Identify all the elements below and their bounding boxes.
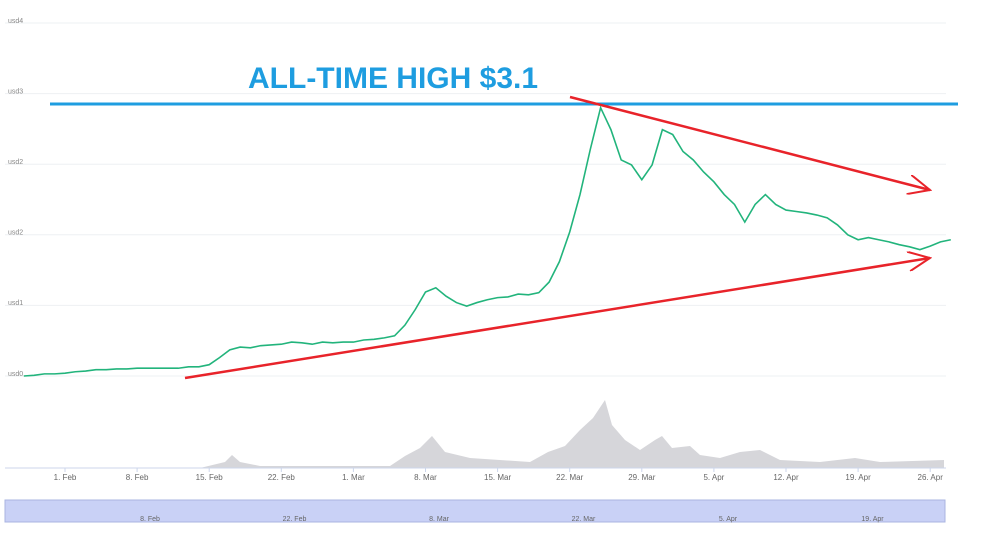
x-tick-label: 19. Apr: [845, 473, 871, 482]
y-tick-label: usd3: [8, 88, 23, 95]
x-tick-label: 8. Mar: [414, 473, 437, 482]
x-tick-label: 1. Feb: [54, 473, 77, 482]
x-tick-label: 26. Apr: [918, 473, 944, 482]
x-tick-label: 8. Feb: [126, 473, 149, 482]
x-tick-label: 22. Feb: [268, 473, 296, 482]
navigator-label: 22. Mar: [572, 516, 596, 523]
y-tick-label: usd4: [8, 18, 23, 25]
navigator: [4, 499, 946, 523]
navigator-label: 8. Feb: [140, 516, 160, 523]
x-tick-label: 5. Apr: [703, 473, 724, 482]
y-tick-label: usd1: [8, 300, 23, 307]
annotation: ALL-TIME HIGH $3.1: [248, 62, 538, 95]
x-tick-label: 15. Feb: [196, 473, 224, 482]
navigator-label: 8. Mar: [429, 516, 450, 523]
x-tick-label: 15. Mar: [484, 473, 511, 482]
price-line: [23, 105, 951, 377]
x-tick-label: 12. Apr: [773, 473, 799, 482]
grid: [5, 22, 946, 377]
navigator-label: 19. Apr: [861, 516, 884, 523]
navigator-label: 22. Feb: [283, 516, 307, 523]
x-tick-label: 29. Mar: [628, 473, 655, 482]
x-tick-label: 1. Mar: [342, 473, 365, 482]
y-tick-label: usd2: [8, 159, 23, 166]
y-tick-label: usd0: [8, 371, 23, 378]
volume-area: [5, 400, 944, 468]
navigator-label: 5. Apr: [719, 516, 738, 523]
x-tick-label: 22. Mar: [556, 473, 583, 482]
y-tick-label: usd2: [8, 230, 23, 237]
trend-line: [184, 258, 930, 380]
navigator-labels: 8. Feb 22. Feb 8. Mar 22. Mar 5. Apr 19. Apr: [140, 516, 884, 523]
trend-line: [569, 95, 930, 190]
